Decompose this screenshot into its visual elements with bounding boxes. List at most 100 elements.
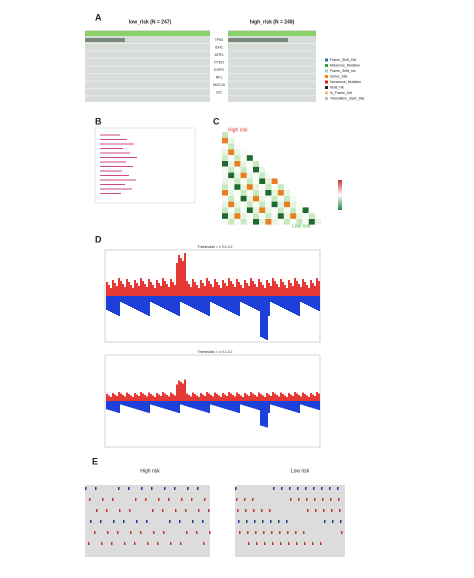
loss-bar: [288, 401, 290, 410]
gain-bar: [140, 392, 142, 401]
plot-title: Thresholds = ± 0.1,0.2: [198, 350, 233, 354]
loss-bar: [166, 401, 168, 410]
heat-cell: [228, 172, 235, 179]
loss-bar: [154, 296, 156, 304]
mutation-tick: [323, 509, 325, 512]
gain-bar: [222, 393, 224, 401]
mutation-tick: [88, 542, 90, 545]
gain-bar: [164, 393, 166, 401]
mutation-tick: [96, 509, 98, 512]
heat-cell: [222, 207, 228, 213]
gain-bar: [240, 285, 242, 296]
heat-cell: [290, 213, 297, 219]
heat-cell: [284, 190, 290, 196]
gain-bar: [174, 395, 176, 401]
heat-cell: [265, 219, 272, 225]
mutation-tick: [330, 498, 332, 501]
gain-bar: [158, 394, 160, 401]
heat-cell: [253, 178, 259, 184]
loss-bar: [110, 296, 112, 312]
loss-bar: [136, 401, 138, 410]
mutation-tick: [339, 509, 341, 512]
heat-cell: [234, 166, 241, 173]
gain-bar: [232, 284, 234, 296]
heat-cell: [253, 184, 259, 190]
loss-bar: [262, 296, 264, 338]
loss-bar: [200, 401, 202, 411]
loss-bar: [294, 401, 296, 412]
gain-bar: [230, 393, 232, 401]
loss-bar: [242, 296, 244, 303]
heat-cell: [265, 190, 272, 196]
loss-bar: [254, 296, 256, 309]
heat-cell: [246, 201, 253, 208]
gain-bar: [112, 280, 114, 296]
gain-bar: [124, 396, 126, 401]
gain-bar: [162, 392, 164, 401]
loss-bar: [240, 296, 242, 302]
gain-bar: [178, 255, 180, 296]
mutation-tick: [117, 531, 119, 534]
gain-bar: [154, 397, 156, 401]
mutation-tick: [296, 542, 298, 545]
heat-cell: [265, 213, 272, 219]
loss-bar: [110, 401, 112, 411]
loss-bar: [220, 296, 222, 307]
gain-bar: [160, 396, 162, 401]
gain-bar: [278, 396, 280, 401]
gain-bar: [258, 392, 260, 401]
loss-bar: [116, 296, 118, 315]
mutation-tick: [246, 520, 248, 523]
plot-title: Low risk: [291, 468, 310, 474]
loss-bar: [198, 401, 200, 410]
mutation-tick: [186, 531, 188, 534]
heat-cell: [271, 190, 278, 196]
gain-bar: [212, 396, 214, 401]
gain-bar: [156, 393, 158, 401]
gain-bar: [310, 280, 312, 296]
loss-bar: [258, 296, 260, 311]
mutation-tick: [290, 498, 292, 501]
loss-bar: [106, 401, 108, 410]
heat-cell: [253, 166, 259, 173]
legend-label: In_Frame_Del: [330, 91, 352, 95]
heat-cell: [259, 219, 266, 225]
heat-cell: [222, 201, 228, 208]
gain-bar: [234, 396, 236, 401]
loss-bar: [176, 401, 178, 413]
loss-bar: [194, 401, 196, 409]
gain-bar: [264, 288, 266, 296]
gain-bar: [154, 288, 156, 296]
gain-bar: [240, 395, 242, 401]
heat-cell: [234, 149, 241, 155]
loss-bar: [272, 296, 274, 303]
mutation-tick: [332, 520, 334, 523]
loss-bar: [260, 401, 262, 426]
loss-bar: [270, 296, 272, 302]
heat-cell: [228, 201, 235, 208]
loss-bar: [152, 296, 154, 303]
panel-title: low_risk (N = 247): [129, 19, 172, 25]
loss-bar: [148, 401, 150, 413]
panel-title: high_risk (N = 248): [250, 19, 295, 25]
gain-bar: [292, 286, 294, 296]
gain-bar: [288, 393, 290, 401]
loss-bar: [274, 401, 276, 406]
gain-bar: [136, 394, 138, 401]
loss-bar: [292, 401, 294, 412]
gain-bar: [192, 279, 194, 296]
gain-bar: [302, 279, 304, 296]
legend-label: Multi_Hit: [330, 85, 344, 89]
loss-bar: [286, 401, 288, 410]
gain-bar: [298, 395, 300, 401]
gain-bar: [130, 395, 132, 401]
gain-bar: [190, 287, 192, 296]
gain-bar: [124, 287, 126, 296]
loss-bar: [256, 401, 258, 410]
heat-cell: [228, 213, 235, 219]
loss-bar: [250, 296, 252, 307]
gain-bar: [118, 392, 120, 401]
heat-cell: [222, 195, 228, 202]
loss-bar: [288, 296, 290, 311]
heat-cell: [228, 184, 235, 190]
